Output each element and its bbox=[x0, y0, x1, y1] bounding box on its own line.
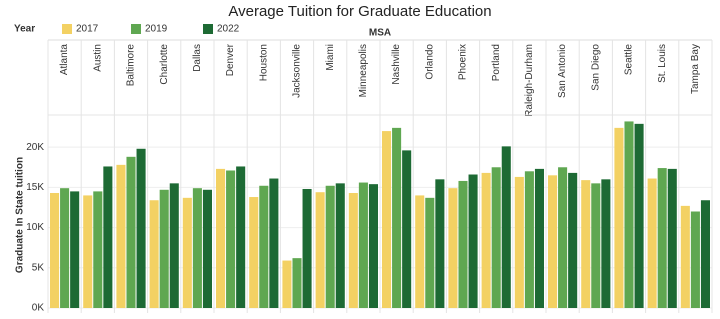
bar bbox=[690, 211, 700, 308]
bar bbox=[425, 197, 435, 308]
bar bbox=[435, 179, 445, 308]
x-tick-label: Miami bbox=[325, 44, 336, 71]
bar bbox=[534, 168, 544, 308]
x-tick-label: Denver bbox=[225, 43, 236, 76]
bar bbox=[468, 174, 478, 308]
bar bbox=[402, 150, 412, 308]
bar bbox=[259, 185, 269, 308]
legend-swatch bbox=[203, 24, 213, 34]
bar bbox=[514, 176, 524, 308]
legend-label: 2019 bbox=[145, 24, 168, 35]
bar bbox=[83, 195, 93, 308]
bar bbox=[358, 182, 368, 308]
legend-swatch bbox=[62, 24, 72, 34]
bar bbox=[624, 121, 634, 308]
bar bbox=[269, 178, 279, 308]
y-tick-label: 10K bbox=[26, 222, 44, 233]
legend-title: Year bbox=[14, 24, 35, 35]
bar bbox=[325, 185, 335, 308]
bar bbox=[548, 175, 558, 308]
bar bbox=[149, 200, 159, 308]
x-tick-label: Orlando bbox=[424, 44, 435, 80]
bar bbox=[126, 156, 136, 308]
y-axis-label: Graduate In State tuition bbox=[15, 157, 26, 273]
bar bbox=[392, 127, 402, 308]
x-tick-label: Raleigh-Durham bbox=[524, 44, 535, 117]
x-tick-label: Phoenix bbox=[458, 44, 469, 80]
x-tick-label: Austin bbox=[92, 44, 103, 72]
x-tick-label: Atlanta bbox=[59, 44, 70, 76]
bar bbox=[302, 188, 312, 308]
x-tick-label: Charlotte bbox=[159, 44, 170, 85]
bar bbox=[182, 197, 192, 308]
bar bbox=[415, 195, 425, 308]
x-tick-label: Nashville bbox=[391, 44, 402, 85]
bar bbox=[50, 193, 60, 308]
bar bbox=[501, 146, 511, 308]
bar bbox=[292, 258, 302, 308]
bar bbox=[491, 167, 501, 308]
bar bbox=[93, 191, 103, 308]
x-tick-label: Jacksonville bbox=[292, 44, 303, 98]
y-tick-label: 0K bbox=[32, 303, 45, 314]
bar bbox=[70, 191, 80, 308]
legend-label: 2022 bbox=[217, 24, 240, 35]
x-tick-label: Houston bbox=[258, 44, 269, 81]
bar bbox=[202, 189, 212, 308]
x-tick-label: Portland bbox=[491, 44, 502, 81]
bar bbox=[169, 183, 179, 308]
bar bbox=[657, 168, 667, 308]
x-tick-label: Minneapolis bbox=[358, 44, 369, 97]
bar bbox=[680, 205, 690, 308]
bar bbox=[368, 184, 378, 308]
bar bbox=[458, 180, 468, 308]
legend-swatch bbox=[131, 24, 141, 34]
bar bbox=[282, 260, 292, 308]
bar bbox=[667, 168, 677, 308]
bar bbox=[448, 188, 458, 308]
column-header: MSA bbox=[369, 28, 391, 39]
bar bbox=[581, 180, 591, 308]
bar bbox=[634, 123, 644, 309]
x-tick-label: Dallas bbox=[192, 44, 203, 72]
x-tick-label: Seattle bbox=[624, 44, 635, 76]
bar bbox=[249, 197, 259, 308]
x-tick-label: St. Louis bbox=[657, 44, 668, 83]
legend-label: 2017 bbox=[76, 24, 99, 35]
bar bbox=[226, 170, 236, 308]
x-tick-label: Tampa Bay bbox=[690, 44, 701, 94]
bar bbox=[159, 189, 169, 308]
bar bbox=[568, 172, 578, 308]
y-tick-label: 15K bbox=[26, 182, 44, 193]
bar bbox=[236, 166, 246, 308]
bar bbox=[116, 164, 126, 308]
bar bbox=[136, 148, 146, 308]
x-tick-label: San Antonio bbox=[557, 44, 568, 98]
bar bbox=[382, 131, 392, 308]
x-tick-label: San Diego bbox=[590, 44, 601, 91]
bar bbox=[315, 192, 325, 308]
y-tick-label: 20K bbox=[26, 142, 44, 153]
chart-title: Average Tuition for Graduate Education bbox=[228, 3, 491, 20]
bar bbox=[700, 200, 710, 308]
bar bbox=[216, 168, 226, 308]
bar bbox=[103, 166, 113, 308]
bar bbox=[558, 167, 568, 308]
bar bbox=[60, 188, 70, 308]
bar bbox=[647, 178, 657, 308]
bar bbox=[348, 193, 358, 308]
x-tick-label: Baltimore bbox=[126, 44, 137, 87]
bar bbox=[335, 183, 345, 308]
bar bbox=[192, 188, 202, 308]
bar bbox=[591, 183, 601, 308]
bar bbox=[524, 171, 534, 308]
bar bbox=[614, 127, 624, 308]
y-tick-label: 5K bbox=[32, 262, 45, 273]
bar bbox=[481, 172, 491, 308]
bar bbox=[601, 179, 611, 308]
